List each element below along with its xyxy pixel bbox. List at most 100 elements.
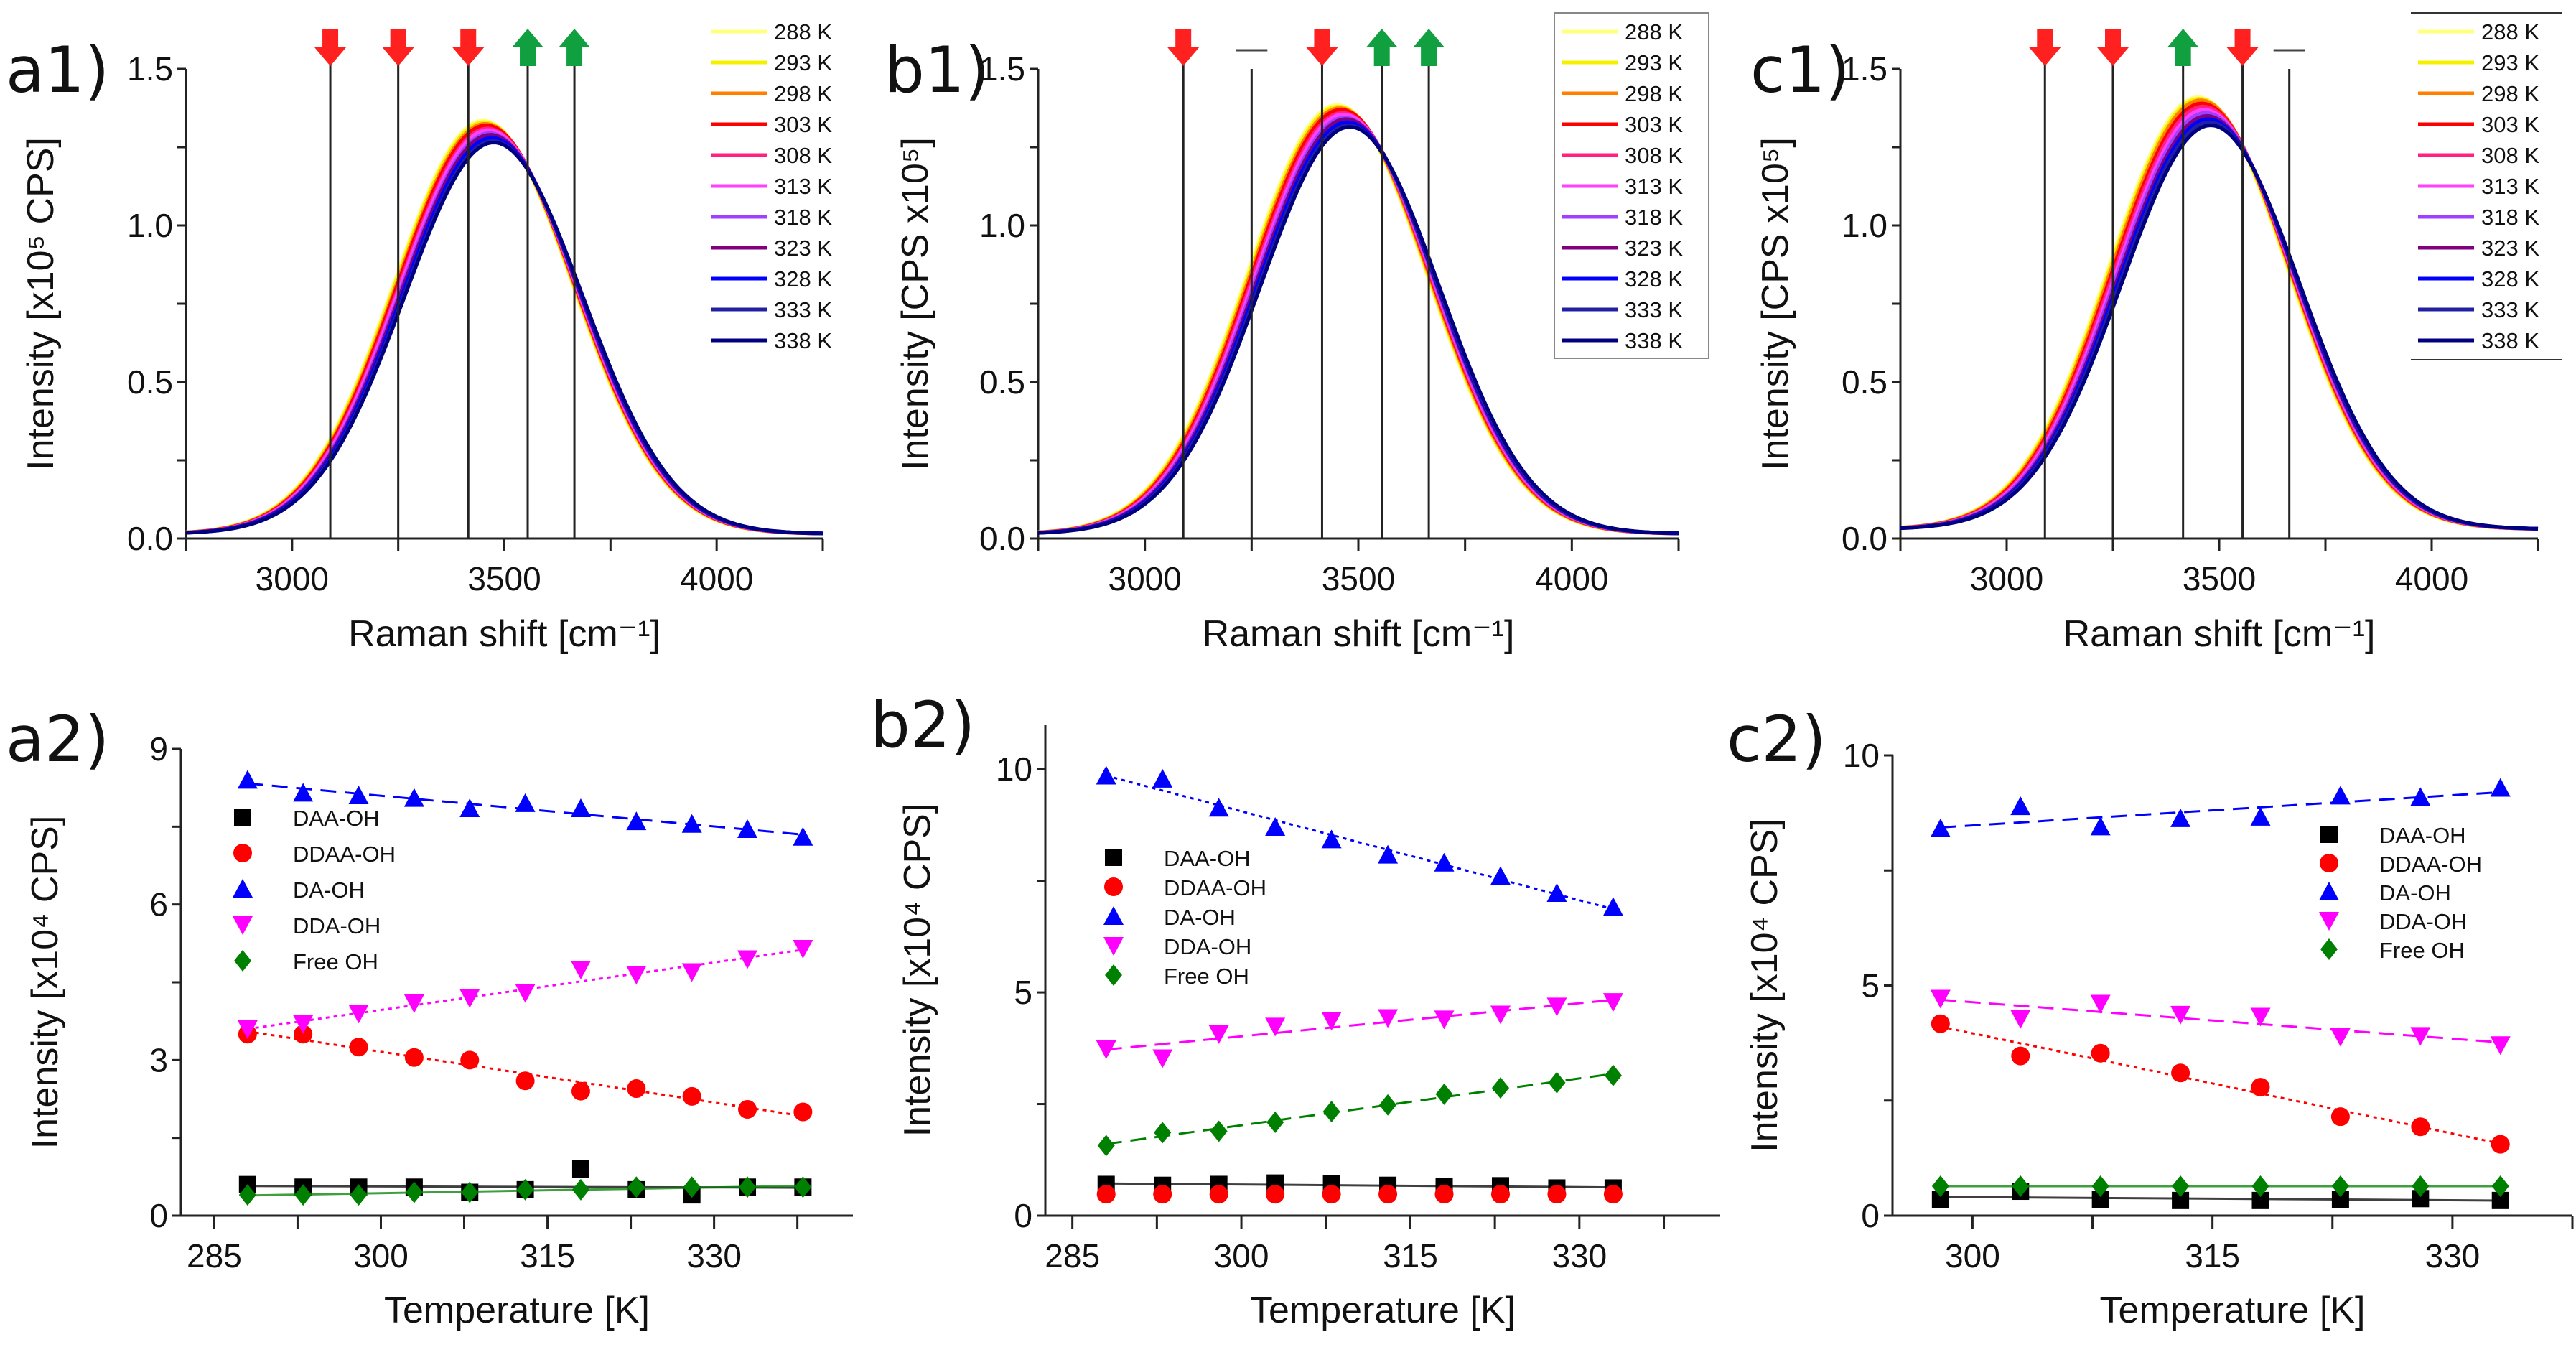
legend-marker [2319,882,2339,900]
series-ddaa-oh [238,1025,813,1122]
spectrum-288K [1037,103,1679,536]
spectrum-318K [185,131,823,536]
legend-label: DDAA-OH [293,842,396,867]
legend-label: DA-OH [293,877,365,903]
y-tick-label: 5 [1861,967,1880,1005]
series-da-oh [1096,765,1623,916]
legend-label: 293 K [1625,50,1683,75]
data-point [2250,806,2271,826]
panel-label: b1) [885,33,989,107]
spectrum-303K [1900,101,2539,531]
y-tick-label: 9 [149,730,168,768]
y-tick-label: 0.0 [127,520,173,557]
data-point [794,1176,812,1198]
data-point [460,1050,480,1070]
data-point [1490,1185,1510,1204]
data-point [237,1020,258,1039]
spectrum-288K [1900,95,2539,531]
arrow-up-icon [1413,29,1445,66]
arrow-down-icon [2226,29,2259,66]
legend-label: 318 K [774,205,832,230]
fit-line [1106,1072,1614,1145]
legend-label: 333 K [774,297,832,322]
data-point [516,1178,534,1201]
data-point [737,819,758,838]
fit-line [1940,1196,2501,1202]
panel-c2: c2) 300 315 330 0 5 10 Temperature [K] Intensity… [1727,702,2574,1331]
arrow-up-icon [559,29,591,66]
legend-label: 288 K [2481,19,2539,45]
data-point [1378,844,1399,864]
y-tick-label: 0.5 [979,363,1025,401]
data-point [1322,1185,1341,1204]
spectrum-293K [1900,96,2539,531]
data-point [1547,1185,1567,1204]
data-point [515,1071,535,1091]
x-axis-title: Raman shift [cm⁻¹] [348,613,661,655]
data-point [1378,1185,1398,1204]
data-point [2010,796,2031,816]
legend-label: 303 K [2481,112,2539,137]
legend-label: DDA-OH [2379,909,2467,934]
spectrum-338K [1900,123,2539,531]
data-point [1210,1120,1228,1142]
data-point [294,1025,313,1044]
data-point [793,1102,813,1122]
data-point [237,770,258,789]
legend-marker [2319,912,2339,931]
y-axis-title: Intensity [CPS x10⁵] [895,137,936,470]
data-point [1321,1012,1342,1031]
legend-label: 308 K [1625,143,1683,168]
data-point [739,1176,757,1198]
data-point [1548,1071,1566,1094]
y-tick-label: 0 [149,1197,168,1234]
spectrum-323K [185,133,823,536]
legend-label: 323 K [774,236,832,261]
series-daa-oh [1097,1174,1622,1197]
data-point [1153,1185,1172,1204]
legend-label: DA-OH [1164,905,1236,930]
data-point [626,966,647,985]
data-point [1930,989,1951,1009]
y-tick-label: 10 [996,750,1032,788]
series-ddaa-oh [1096,1185,1623,1204]
arrow-down-icon [452,29,485,66]
series-da-oh [237,770,813,846]
legend: DAA-OH DDAA-OH DA-OH DDA-OH Free OH [1103,846,1266,989]
legend-label: Free OH [1164,964,1249,989]
data-point [294,1184,312,1206]
data-point [1096,765,1116,785]
spectrum-328K [1037,120,1679,536]
data-point [1378,1009,1399,1028]
data-point [293,1015,314,1034]
panel-a1: a1) 3000 3500 4000 0.0 0.5 1.0 1.5 Raman shift [… [6,19,832,655]
x-tick-label: 285 [1045,1237,1100,1275]
y-axis-title: Intensity [x10⁴ CPS] [1744,819,1786,1152]
x-tick-label: 4000 [1535,560,1608,597]
legend-label: DDA-OH [293,913,381,938]
legend-marker [234,950,251,972]
data-point [238,1184,256,1206]
data-point [2251,1175,2269,1197]
legend-label: 308 K [2481,143,2539,168]
spectrum-338K [185,141,823,536]
series-daa-oh [1931,1183,2509,1209]
y-tick-label: 1.5 [1842,50,1887,88]
legend-marker [2320,826,2338,843]
legend-label: 338 K [2481,328,2539,353]
data-point [570,960,591,979]
legend-label: 318 K [2481,205,2539,230]
data-point [405,1181,423,1203]
legend-marker [1103,937,1124,956]
spectrum-298K [1900,98,2539,531]
legend-label: 323 K [1625,236,1683,261]
arrow-down-icon [382,29,414,66]
data-point [626,811,647,831]
data-point [2012,1175,2030,1197]
data-point [293,783,314,802]
legend: DAA-OH DDAA-OH DA-OH DDA-OH Free OH [2319,823,2482,963]
x-axis-title: Temperature [K] [384,1290,650,1331]
legend-label: DAA-OH [293,806,380,831]
legend-label: 298 K [2481,81,2539,106]
data-point [459,798,480,818]
